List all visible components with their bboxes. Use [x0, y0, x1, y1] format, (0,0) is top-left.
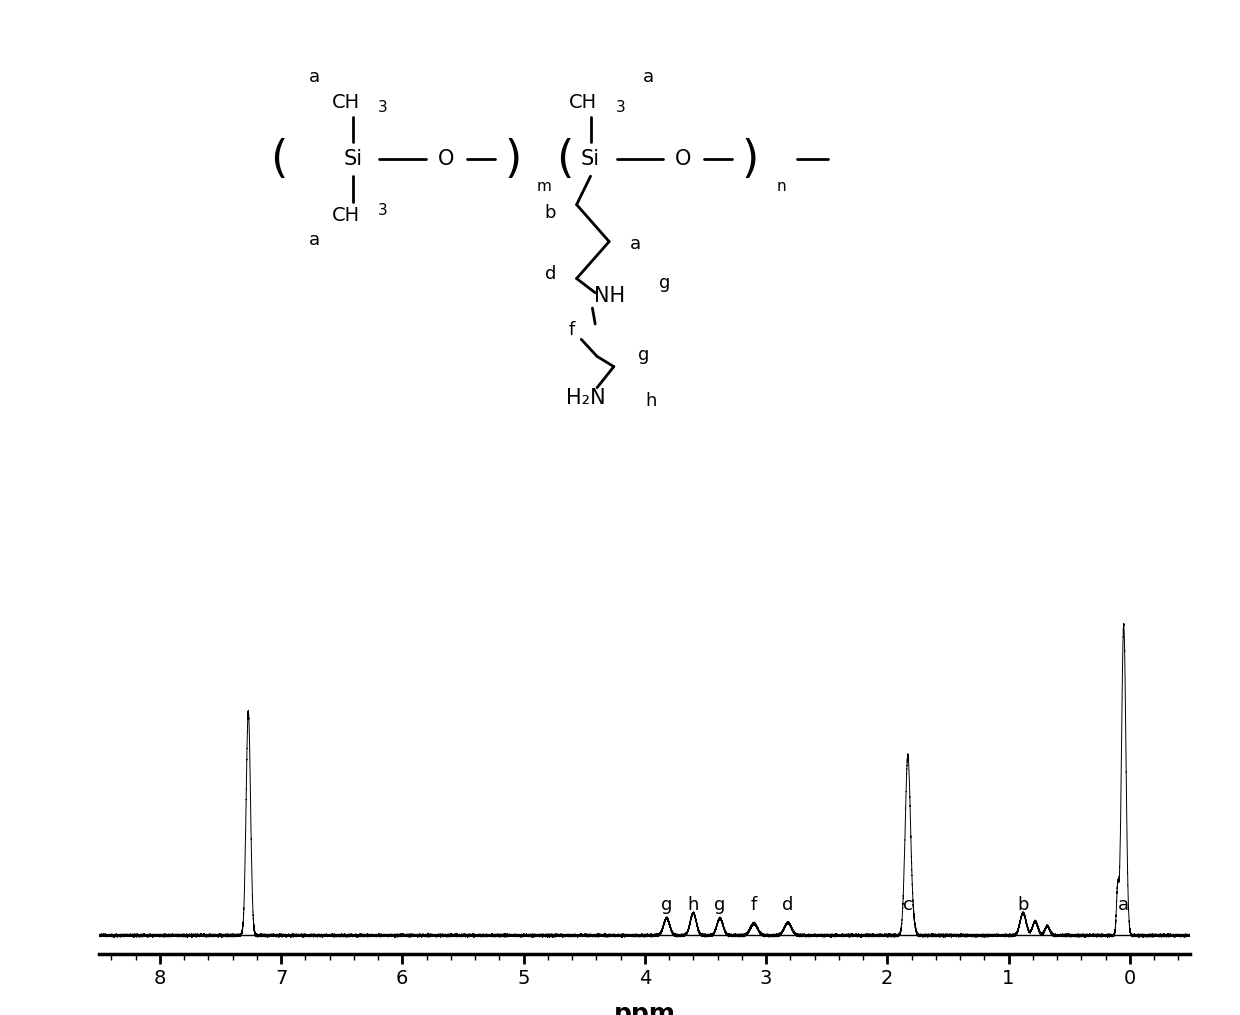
Text: a: a	[309, 230, 320, 249]
Text: d: d	[544, 265, 557, 283]
Text: b: b	[544, 204, 557, 222]
Text: g: g	[714, 895, 725, 914]
Text: 3: 3	[378, 203, 388, 218]
Text: Si: Si	[582, 149, 600, 170]
X-axis label: ppm: ppm	[614, 1002, 676, 1015]
Text: CH: CH	[332, 92, 360, 112]
Text: h: h	[688, 895, 699, 914]
Text: O: O	[676, 149, 692, 170]
Text: a: a	[642, 68, 653, 85]
Text: O: O	[438, 149, 455, 170]
Text: NH: NH	[594, 285, 625, 306]
Text: a: a	[309, 68, 320, 85]
Text: a: a	[1118, 895, 1130, 914]
Text: 3: 3	[378, 100, 388, 116]
Text: f: f	[750, 895, 758, 914]
Text: f: f	[569, 321, 575, 339]
Text: h: h	[645, 392, 657, 410]
Text: n: n	[776, 179, 786, 194]
Text: ): )	[505, 138, 522, 181]
Text: 3: 3	[615, 100, 625, 116]
Text: CH: CH	[332, 206, 360, 225]
Text: g: g	[661, 895, 672, 914]
Text: b: b	[1017, 895, 1029, 914]
Text: g: g	[660, 274, 671, 292]
Text: m: m	[537, 179, 552, 194]
Text: (: (	[270, 138, 288, 181]
Text: c: c	[903, 895, 913, 914]
Text: (: (	[556, 138, 573, 181]
Text: d: d	[782, 895, 794, 914]
Text: H₂N: H₂N	[567, 388, 605, 408]
Text: Si: Si	[343, 149, 363, 170]
Text: ): )	[742, 138, 759, 181]
Text: a: a	[630, 235, 641, 254]
Text: CH: CH	[569, 92, 598, 112]
Text: g: g	[637, 346, 650, 364]
